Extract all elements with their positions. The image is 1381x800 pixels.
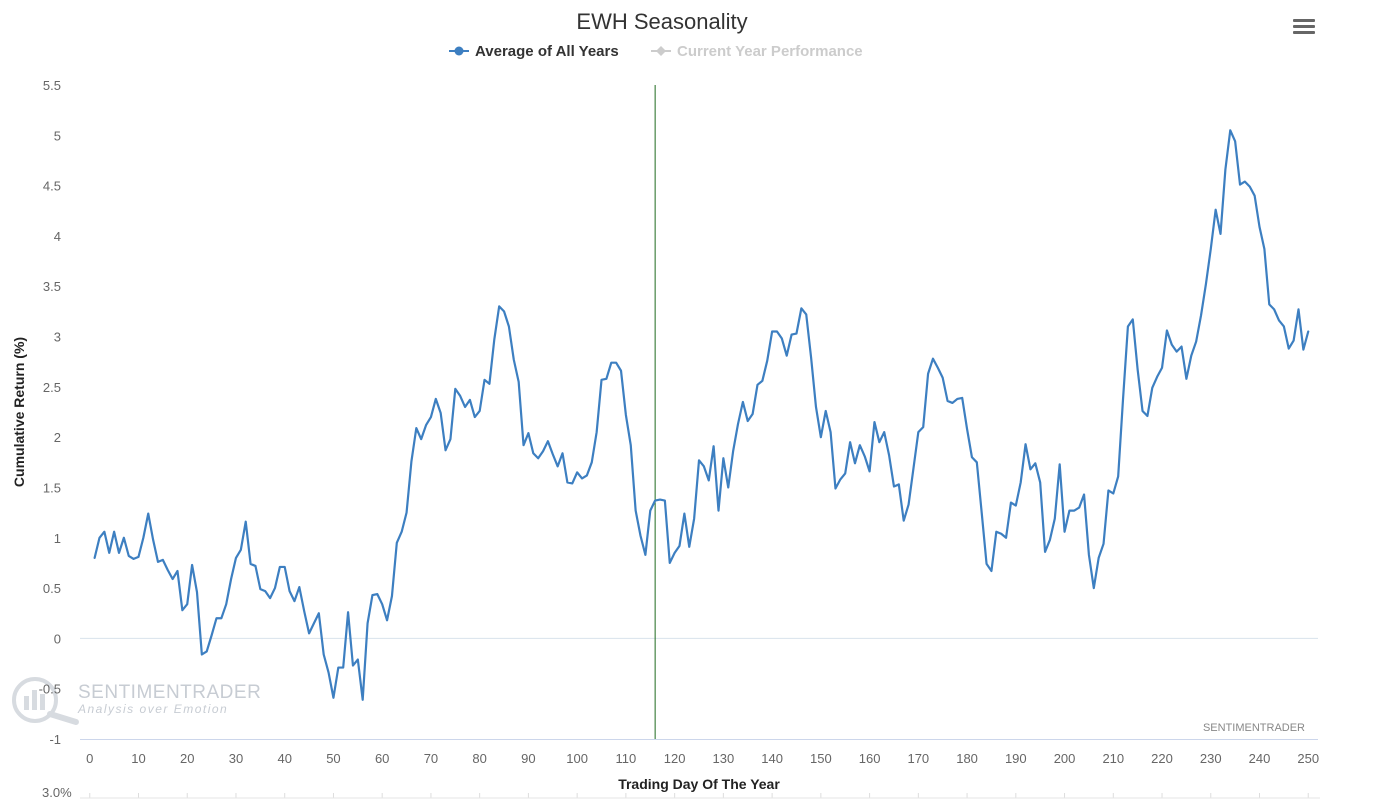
y-tick-label: 5.5 [43, 78, 61, 93]
x-tick-label: 80 [472, 751, 486, 766]
x-tick-label: 230 [1200, 751, 1222, 766]
y-tick-label: 5 [54, 128, 61, 143]
x-tick-label: 120 [664, 751, 686, 766]
lower-axis-label: 3.0% [42, 785, 72, 800]
x-tick-label: 160 [859, 751, 881, 766]
x-tick-label: 190 [1005, 751, 1027, 766]
y-tick-label: 3 [54, 330, 61, 345]
hamburger-menu-icon[interactable] [1291, 14, 1317, 38]
y-tick-label: 2 [54, 430, 61, 445]
x-tick-label: 100 [566, 751, 588, 766]
x-tick-label: 10 [131, 751, 145, 766]
legend-current-label: Current Year Performance [677, 43, 863, 60]
y-tick-label: 0.5 [43, 581, 61, 596]
x-tick-label: 30 [229, 751, 243, 766]
x-tick-label: 140 [761, 751, 783, 766]
x-tick-label: 220 [1151, 751, 1173, 766]
x-tick-label: 130 [713, 751, 735, 766]
y-tick-label: -0.5 [39, 682, 61, 697]
legend-average-marker [454, 46, 464, 56]
legend: Average of All Years Current Year Perfor… [449, 43, 863, 60]
x-tick-label: 70 [424, 751, 438, 766]
watermark: SENTIMENTRADER Analysis over Emotion [12, 677, 261, 725]
y-axis-title: Cumulative Return (%) [11, 337, 27, 487]
y-tick-label: 1.5 [43, 480, 61, 495]
y-tick-label: 4.5 [43, 179, 61, 194]
y-tick-label: 4 [54, 229, 61, 244]
legend-average-label: Average of All Years [475, 43, 619, 60]
x-tick-label: 50 [326, 751, 340, 766]
legend-current-marker [656, 46, 666, 56]
x-tick-label: 180 [956, 751, 978, 766]
x-tick-label: 210 [1102, 751, 1124, 766]
y-tick-label: 2.5 [43, 380, 61, 395]
legend-item-average[interactable]: Average of All Years [449, 43, 619, 60]
x-tick-label: 0 [86, 751, 93, 766]
y-tick-label: 0 [54, 631, 61, 646]
x-tick-label: 250 [1297, 751, 1319, 766]
y-tick-label: -1 [49, 732, 61, 747]
credits[interactable]: SENTIMENTRADER [1203, 722, 1305, 734]
x-axis-title: Trading Day Of The Year [618, 776, 780, 792]
y-tick-label: 1 [54, 531, 61, 546]
plot-area: -1 -0.5 0 0.5 1 1.5 2 2.5 3 3.5 4 4.5 5 5.5 0 10 20 30 40 5… [39, 78, 1319, 798]
x-tick-label: 110 [616, 751, 637, 766]
watermark-logo-icon [12, 677, 79, 725]
y-tick-label: 3.5 [43, 279, 61, 294]
x-tick-label: 200 [1054, 751, 1076, 766]
x-tick-label: 60 [375, 751, 389, 766]
x-tick-label: 20 [180, 751, 194, 766]
x-tick-label: 40 [277, 751, 291, 766]
x-tick-label: 240 [1249, 751, 1271, 766]
chart-title: EWH Seasonality [576, 9, 747, 34]
legend-item-current[interactable]: Current Year Performance [651, 43, 863, 60]
x-tick-label: 90 [521, 751, 535, 766]
series-average-line[interactable] [93, 129, 1310, 701]
watermark-tagline: Analysis over Emotion [77, 702, 228, 716]
watermark-brand: SENTIMENTRADER [78, 682, 261, 703]
x-tick-label: 170 [907, 751, 929, 766]
x-tick-label: 150 [810, 751, 832, 766]
